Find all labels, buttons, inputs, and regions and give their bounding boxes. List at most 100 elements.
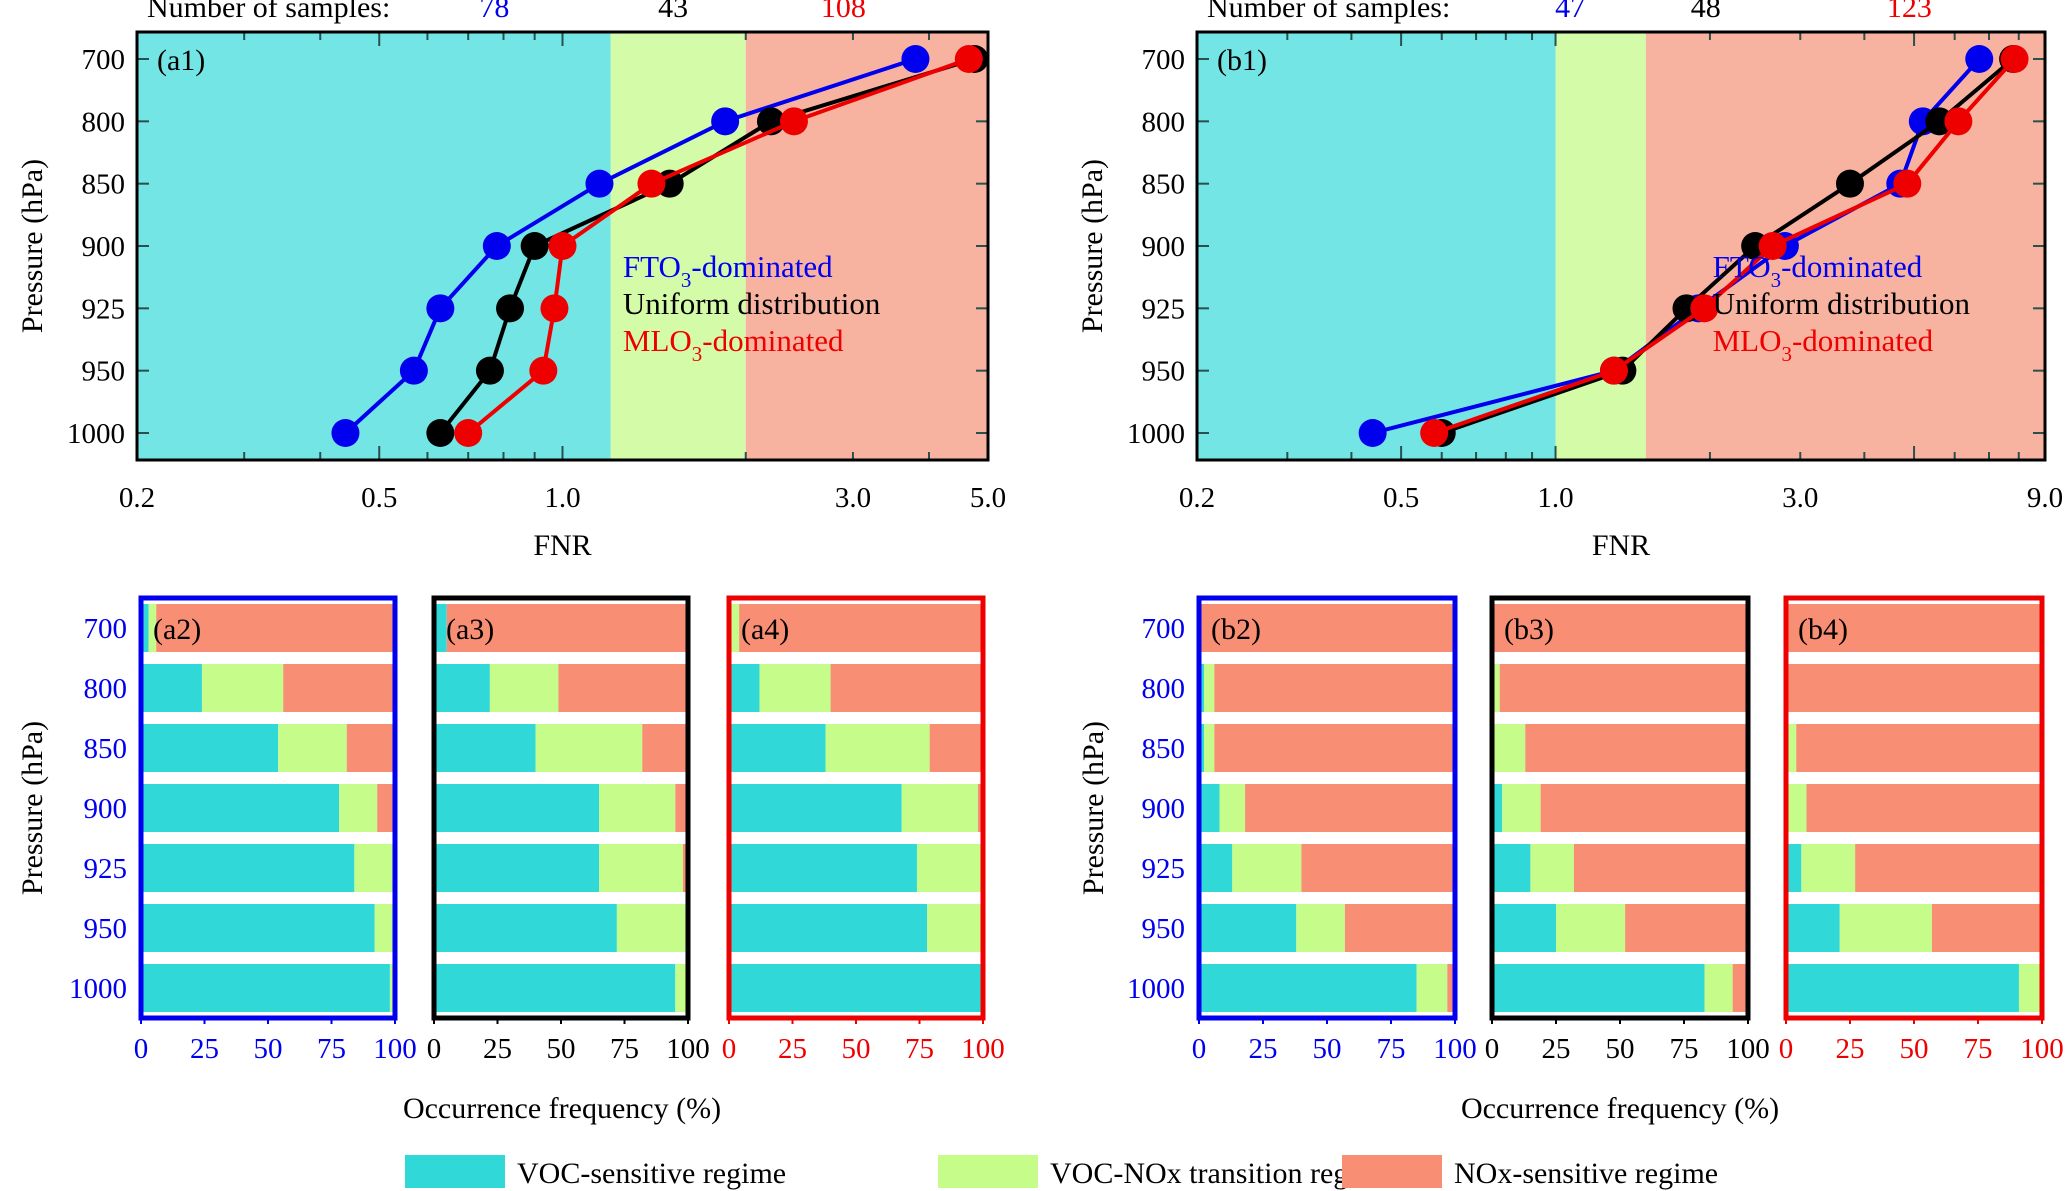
legend-subscript: 3 <box>1781 342 1792 366</box>
legend-entry: FTO3-dominated <box>1713 249 1923 292</box>
legend-name: MLO <box>623 323 692 358</box>
bar-segment <box>434 904 617 952</box>
bar-segment <box>1492 844 1531 892</box>
data-point <box>954 45 983 73</box>
bar-segment <box>599 784 676 832</box>
legend-entry: Uniform distribution <box>623 286 881 321</box>
panel-label: (a4) <box>741 613 789 646</box>
bar-segment <box>929 724 983 772</box>
bar-segment <box>1499 664 1748 712</box>
x-tick-label: 100 <box>961 1033 1005 1065</box>
bar-segment <box>1344 904 1455 952</box>
y-tick-label: 850 <box>1142 733 1186 765</box>
data-point <box>1944 107 1973 136</box>
legend-suffix: -dominated <box>1792 323 1934 358</box>
data-point <box>426 419 455 447</box>
x-tick-label: 25 <box>778 1033 807 1065</box>
x-tick-label: 1.0 <box>1537 482 1573 514</box>
bar-segment <box>558 664 688 712</box>
y-tick-label: 925 <box>82 293 126 325</box>
panel-b4: (b4) 0 25 50 75 100 <box>1779 595 2064 1065</box>
data-point <box>482 232 511 260</box>
bar-segment <box>1199 664 1205 712</box>
x-tick-label: 3.0 <box>835 482 871 514</box>
y-axis-title: Pressure (hPa) <box>1076 159 1109 333</box>
data-point <box>454 419 483 447</box>
x-tick-label: 75 <box>1377 1033 1406 1065</box>
data-point <box>540 294 569 323</box>
bar-segment <box>1492 964 1705 1012</box>
bar-segment <box>283 664 395 712</box>
bar-segment <box>389 964 395 1012</box>
data-point <box>496 294 525 323</box>
data-point <box>1358 419 1387 447</box>
x-tick-label: 0 <box>134 1033 149 1065</box>
bar-segment <box>739 604 983 652</box>
bar-segment <box>434 964 676 1012</box>
x-tick-label: 0.5 <box>361 482 397 514</box>
bar-segment <box>729 964 981 1012</box>
x-tick-label: 75 <box>610 1033 639 1065</box>
bar-segment <box>1573 844 1748 892</box>
bar-segment <box>1796 724 2042 772</box>
data-point <box>1690 294 1719 323</box>
x-tick-label: 50 <box>842 1033 871 1065</box>
y-axis-title: Pressure (hPa) <box>16 159 49 333</box>
y-tick-label: 1000 <box>67 418 125 450</box>
y-tick-label: 800 <box>82 106 126 138</box>
y-axis-title: Pressure (hPa) <box>1077 721 1110 895</box>
bar-segment <box>489 664 559 712</box>
bar-segment <box>2018 964 2040 1012</box>
y-tick-label: 800 <box>84 673 128 705</box>
y-tick-label: 900 <box>84 793 128 825</box>
y-axis-title: Pressure (hPa) <box>16 721 49 895</box>
panel-label: (b2) <box>1211 613 1261 646</box>
data-point <box>548 232 577 260</box>
x-axis-title: Occurrence frequency (%) <box>403 1092 721 1125</box>
x-tick-label: 5.0 <box>970 482 1006 514</box>
bar-segment <box>1199 844 1233 892</box>
bar-segment <box>1540 784 1748 832</box>
y-tick-label: 925 <box>1142 293 1186 325</box>
bar-segment <box>830 664 983 712</box>
bar-segment <box>434 784 600 832</box>
legend-entry: MLO3-dominated <box>1713 323 1934 366</box>
x-tick-label: 0 <box>1192 1033 1207 1065</box>
panel-b2: 700 800 850 900 925 950 1000 (b2) 0 25 50 75 100 <box>1127 595 1477 1065</box>
voc-regime-region <box>1197 32 1556 460</box>
bar-segment <box>374 904 395 952</box>
x-tick-label: 100 <box>2020 1033 2064 1065</box>
panel-label: (b1) <box>1217 44 1267 77</box>
sample-count: 108 <box>821 0 866 24</box>
y-tick-label: 800 <box>1142 673 1186 705</box>
panel-label: (a1) <box>157 44 205 77</box>
bar-segment <box>1502 784 1541 832</box>
x-tick-label: 75 <box>1670 1033 1699 1065</box>
bar-segment <box>1786 964 2019 1012</box>
data-point <box>1420 419 1449 447</box>
legend-subscript: 3 <box>692 342 703 366</box>
bar-segment <box>1296 904 1345 952</box>
bar-segment <box>642 724 688 772</box>
sample-count: 48 <box>1691 0 1721 24</box>
data-point <box>1599 356 1628 385</box>
x-tick-label: 100 <box>373 1033 417 1065</box>
data-point <box>901 45 930 73</box>
bar-segment <box>1199 604 1455 652</box>
y-tick-label: 900 <box>82 231 126 263</box>
bar-segment <box>1492 724 1526 772</box>
bar-segment <box>1492 784 1503 832</box>
sample-count: 78 <box>479 0 509 24</box>
bar-segment <box>1301 844 1455 892</box>
bar-segment <box>1492 664 1500 712</box>
x-axis-title: FNR <box>1592 529 1650 562</box>
bar-segment <box>201 664 284 712</box>
y-tick-label: 1000 <box>1127 418 1185 450</box>
transition-regime-region <box>610 32 746 460</box>
data-point <box>475 356 504 385</box>
bar-segment <box>141 964 390 1012</box>
bar-segment <box>141 844 355 892</box>
bar-segment <box>1199 904 1297 952</box>
x-axis-title: Occurrence frequency (%) <box>1461 1092 1779 1125</box>
legend-entry: MLO3-dominated <box>623 323 844 366</box>
